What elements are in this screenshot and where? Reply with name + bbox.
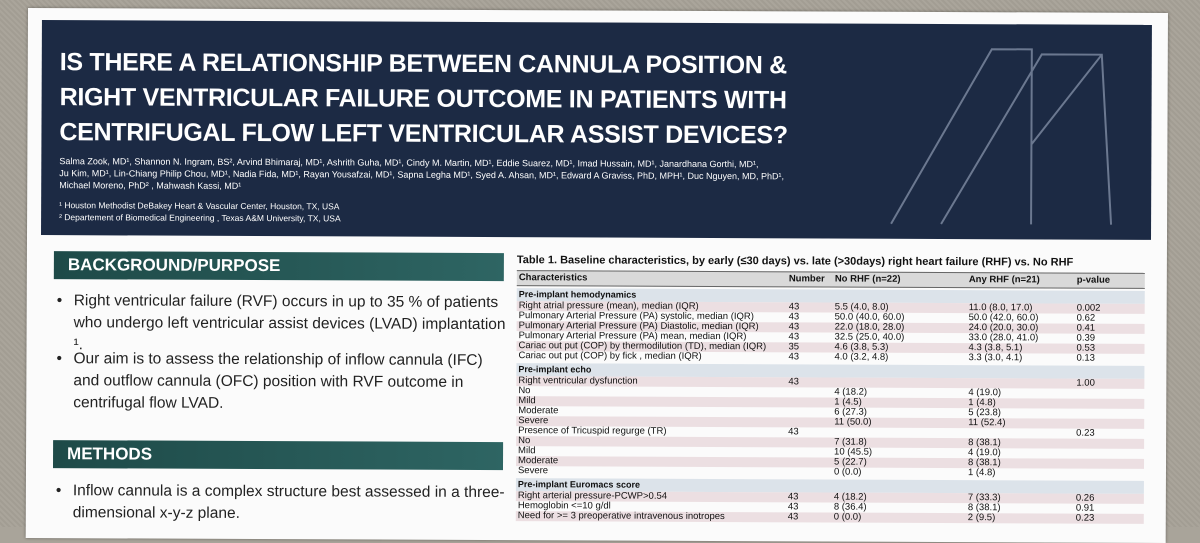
column-header: Any RHF (n=21) <box>968 274 1040 286</box>
table-cell: 43 <box>787 511 799 523</box>
table-cell: 43 <box>788 426 799 438</box>
table-cell: 1.00 <box>1076 377 1095 389</box>
bullet: Inflow cannula is a complex structure be… <box>56 480 511 526</box>
title-line: CENTRIFUGAL FLOW LEFT VENTRICULAR ASSIST… <box>59 118 788 150</box>
table-cell: 43 <box>788 376 799 388</box>
logo <box>890 48 1113 225</box>
affiliation: ² Departement of Biomedical Engineering … <box>59 212 341 224</box>
table-cell: 2 (9.5) <box>967 512 996 524</box>
table: Characteristics Number No RHF (n=22) Any RH… <box>515 270 1145 524</box>
poster: IS THERE A RELATIONSHIP BETWEEN CANNULA … <box>25 8 1168 543</box>
table-cell: 0 (0.0) <box>833 466 862 478</box>
authors: Michael Moreno, PhD² , Mahwash Kassi, MD… <box>59 180 242 191</box>
table-row: Need for >= 3 preoperative intravenous i… <box>515 510 1144 524</box>
column-header: Number <box>788 273 825 285</box>
column-header: Characteristics <box>518 272 588 284</box>
table-cell: 0.13 <box>1076 352 1096 364</box>
bullet: Our aim is to assess the relationship of… <box>56 348 511 416</box>
table-cell: 11 (50.0) <box>834 416 872 428</box>
page: IS THERE A RELATIONSHIP BETWEEN CANNULA … <box>0 0 1200 527</box>
table-cell: Right ventricular dysfunction <box>518 375 638 387</box>
table-cell: 3.3 (3.0, 4.1) <box>968 352 1023 364</box>
column-header: p-value <box>1076 274 1111 286</box>
table-cell: 0.23 <box>1075 512 1095 524</box>
table-row: Severe 0 (0.0) 1 (4.8) <box>516 465 1144 479</box>
title-line: RIGHT VENTRICULAR FAILURE OUTCOME IN PAT… <box>59 83 787 115</box>
table-cell: 0.23 <box>1076 427 1095 439</box>
section-heading: METHODS <box>52 440 504 471</box>
column-header: No RHF (n=22) <box>834 273 901 285</box>
table-row: Cariac out put (COP) by fick , median (I… <box>516 350 1144 364</box>
table-cell: 11 (52.4) <box>968 417 1006 429</box>
section-heading: BACKGROUND/PURPOSE <box>53 251 504 282</box>
table-cell: Cariac out put (COP) by fick , median (I… <box>518 350 702 362</box>
poster-header: IS THERE A RELATIONSHIP BETWEEN CANNULA … <box>41 20 1152 240</box>
table-cell: Severe <box>517 465 549 477</box>
table-header: Characteristics Number No RHF (n=22) Any RH… <box>516 270 1145 289</box>
table-cell: Need for >= 3 preoperative intravenous i… <box>517 510 725 523</box>
table-cell: 1 (4.8) <box>967 467 996 479</box>
table-cell: Presence of Tricuspid regurge (TR) <box>518 425 667 437</box>
table-title: Table 1. Baseline characteristics, by ea… <box>516 254 1074 269</box>
affiliation: ¹ Houston Methodist DeBakey Heart & Vasc… <box>59 200 340 212</box>
table-cell: 4.0 (3.2, 4.8) <box>834 351 889 363</box>
title-line: IS THERE A RELATIONSHIP BETWEEN CANNULA … <box>59 48 787 80</box>
table-cell: 0 (0.0) <box>833 511 862 523</box>
table-cell: 43 <box>788 351 800 363</box>
